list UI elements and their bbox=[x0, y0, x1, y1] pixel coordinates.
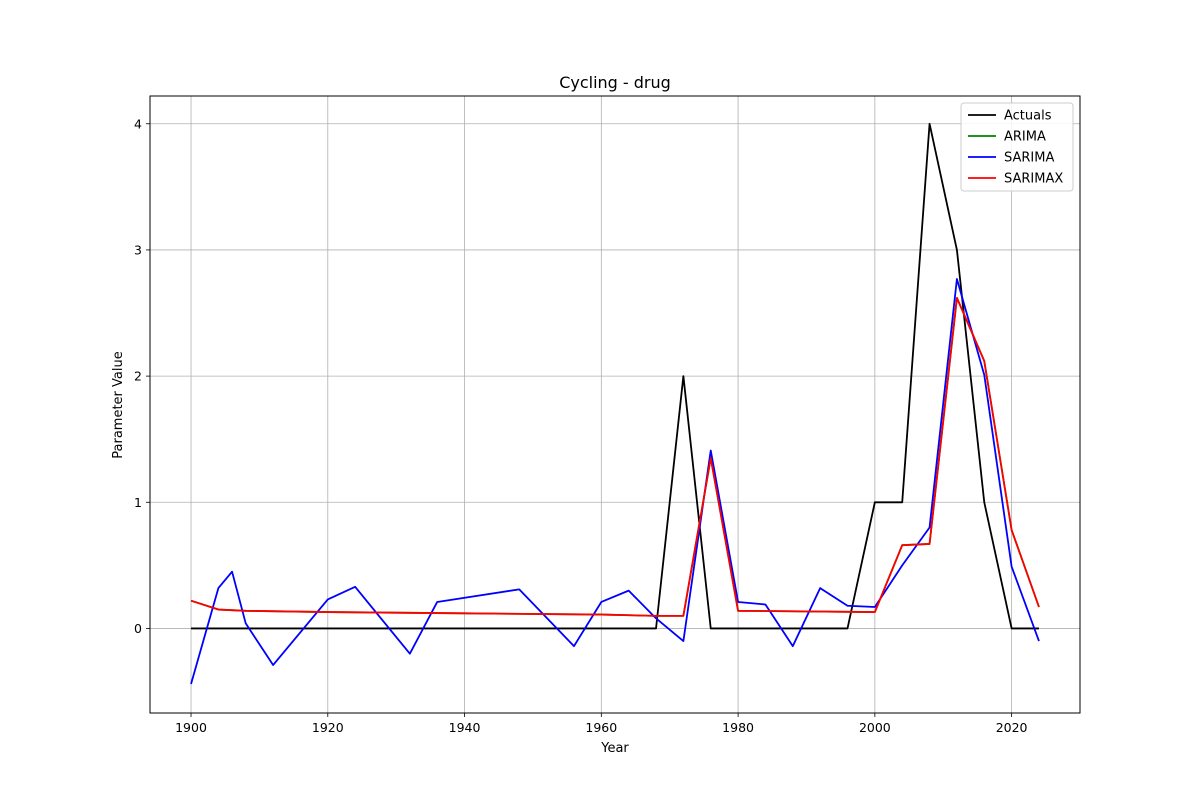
series-line-sarima bbox=[190, 278, 1040, 685]
series-line-sarimax bbox=[190, 296, 1040, 617]
x-tick-label: 2020 bbox=[996, 720, 1028, 735]
series-layer bbox=[190, 122, 1040, 685]
y-tick-label: 1 bbox=[134, 495, 142, 510]
x-tick-label: 1900 bbox=[175, 720, 207, 735]
legend-label-sarima: SARIMA bbox=[1004, 151, 1054, 166]
x-tick-label: 1940 bbox=[449, 720, 481, 735]
ticks: 1900 1920 1940 1960 1980 2000 2020 0 1 2 3 4 bbox=[134, 116, 1028, 735]
x-tick-label: 1920 bbox=[312, 720, 344, 735]
legend-box bbox=[960, 102, 1074, 192]
legend: Actuals ARIMA SARIMA SARIMAX bbox=[960, 102, 1074, 192]
series-line-actuals bbox=[191, 122, 1039, 630]
x-tick-label: 2000 bbox=[859, 720, 891, 735]
x-tick-label: 1960 bbox=[585, 720, 617, 735]
y-tick-label: 4 bbox=[134, 116, 142, 131]
y-tick-label: 0 bbox=[134, 621, 142, 636]
chart-title: Cycling - drug bbox=[559, 73, 671, 92]
legend-label-actuals: Actuals bbox=[1004, 109, 1052, 124]
x-tick-label: 1980 bbox=[722, 720, 754, 735]
y-tick-label: 3 bbox=[134, 242, 142, 257]
x-axis-label: Year bbox=[600, 741, 629, 756]
legend-label-arima: ARIMA bbox=[1004, 130, 1046, 145]
plot-frame bbox=[149, 95, 1081, 714]
legend-label-sarimax: SARIMAX bbox=[1004, 172, 1063, 187]
y-tick-label: 2 bbox=[134, 369, 142, 384]
y-axis-label: Parameter Value bbox=[111, 351, 126, 458]
